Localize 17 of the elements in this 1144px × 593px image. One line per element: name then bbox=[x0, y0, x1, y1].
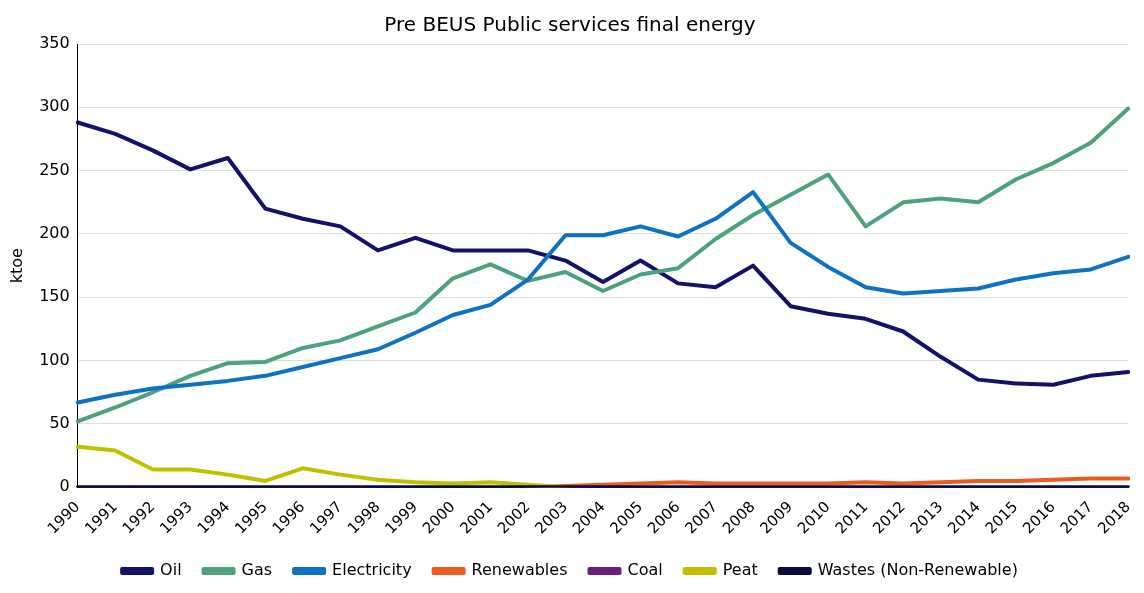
y-tick-label: 300 bbox=[39, 96, 70, 116]
y-tick-label: 100 bbox=[39, 349, 70, 369]
y-tick-label: 250 bbox=[39, 159, 70, 179]
y-tick-label: 200 bbox=[39, 223, 70, 243]
legend-label: Oil bbox=[160, 560, 182, 580]
y-tick-label: 0 bbox=[59, 476, 70, 496]
legend-label: Wastes (Non-Renewable) bbox=[817, 560, 1018, 580]
chart-title: Pre BEUS Public services final energy bbox=[384, 12, 756, 37]
y-tick-label: 50 bbox=[49, 413, 70, 433]
legend-label: Peat bbox=[722, 560, 758, 580]
legend-label: Coal bbox=[627, 560, 663, 580]
legend-label: Renewables bbox=[471, 560, 568, 580]
y-tick-label: 150 bbox=[39, 286, 70, 306]
legend-label: Electricity bbox=[332, 560, 412, 580]
y-axis-title: ktoe bbox=[6, 248, 26, 284]
legend-label: Gas bbox=[241, 560, 273, 580]
y-tick-label: 350 bbox=[39, 33, 70, 53]
